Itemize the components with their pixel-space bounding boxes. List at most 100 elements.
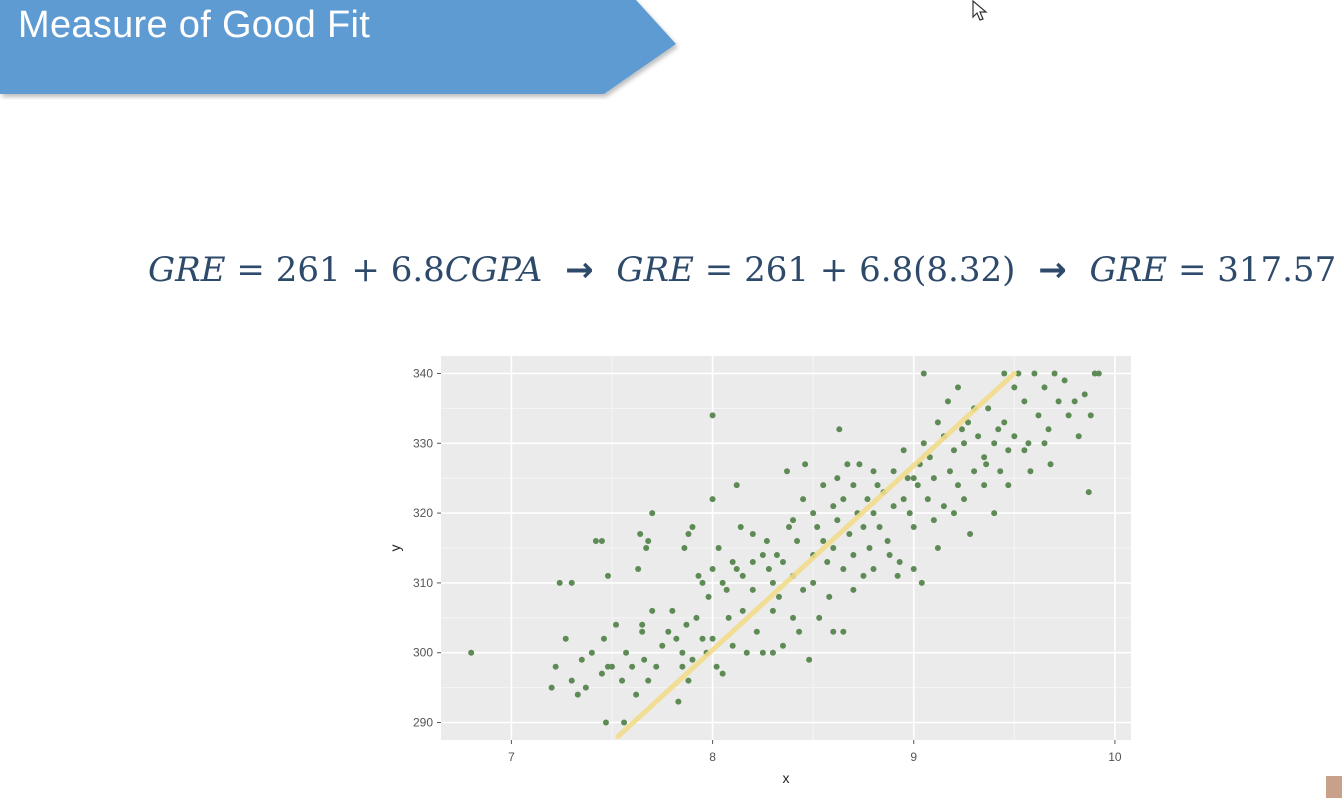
data-point	[643, 545, 650, 551]
data-point	[619, 677, 626, 684]
data-point	[802, 461, 809, 468]
data-point	[1021, 447, 1028, 454]
data-point	[679, 663, 686, 670]
data-point	[1055, 398, 1062, 405]
data-point	[814, 524, 821, 531]
data-point	[800, 496, 807, 503]
arrow-icon: →	[1038, 250, 1067, 290]
y-tick-label: 340	[413, 366, 433, 380]
data-point	[860, 572, 867, 579]
data-point	[824, 558, 831, 565]
data-point	[705, 593, 712, 600]
data-point	[779, 642, 786, 649]
data-point	[1051, 370, 1058, 377]
data-point	[930, 517, 937, 524]
data-point	[749, 531, 756, 538]
data-point	[810, 579, 817, 586]
data-point	[934, 545, 941, 551]
data-point	[864, 496, 871, 503]
data-point	[779, 558, 786, 565]
data-point	[733, 565, 740, 572]
data-point	[592, 538, 599, 545]
data-point	[961, 440, 968, 447]
data-point	[924, 496, 931, 503]
data-point	[844, 461, 851, 468]
data-point	[944, 398, 951, 405]
data-point	[468, 649, 475, 656]
data-point	[920, 370, 927, 377]
data-point	[971, 468, 978, 475]
data-point	[1041, 440, 1048, 447]
data-point	[588, 649, 595, 656]
data-point	[1081, 391, 1088, 398]
data-point	[910, 565, 917, 572]
data-point	[737, 524, 744, 531]
data-point	[870, 565, 877, 572]
data-point	[876, 524, 883, 531]
data-point	[886, 551, 893, 558]
data-point	[639, 628, 646, 635]
data-point	[574, 691, 581, 698]
data-point	[749, 558, 756, 565]
data-point	[548, 684, 555, 691]
data-point	[959, 426, 966, 433]
data-point	[900, 496, 907, 503]
data-point	[874, 482, 881, 489]
data-point	[826, 593, 833, 600]
equation-lhs-2: GRE	[616, 250, 694, 290]
data-point	[820, 538, 827, 545]
data-point	[1095, 370, 1102, 377]
data-point	[729, 642, 736, 649]
data-point	[790, 614, 797, 621]
data-point	[800, 586, 807, 593]
data-point	[1031, 370, 1038, 377]
equation-lhs-3: GRE	[1089, 250, 1168, 290]
data-point	[775, 593, 782, 600]
data-point	[850, 551, 857, 558]
data-point	[830, 628, 837, 635]
data-point	[991, 440, 998, 447]
data-point	[950, 447, 957, 454]
data-point	[715, 545, 722, 551]
data-point	[850, 586, 857, 593]
data-point	[836, 426, 843, 433]
title-banner: Measure of Good Fit	[0, 0, 680, 96]
data-point	[1075, 433, 1082, 440]
y-tick-label: 290	[413, 716, 433, 730]
data-point	[673, 635, 680, 642]
x-tick-label: 9	[910, 750, 917, 764]
data-point	[743, 649, 750, 656]
data-point	[753, 628, 760, 635]
data-point	[639, 621, 646, 628]
data-point	[784, 468, 791, 475]
y-tick-label: 320	[413, 506, 433, 520]
data-point	[860, 524, 867, 531]
data-point	[739, 572, 746, 579]
data-point	[699, 635, 706, 642]
data-point	[695, 572, 702, 579]
data-point	[981, 454, 988, 461]
data-point	[765, 565, 772, 572]
data-point	[769, 649, 776, 656]
data-point	[608, 663, 615, 670]
data-point	[693, 614, 700, 621]
data-point	[641, 656, 648, 663]
data-point	[739, 607, 746, 614]
data-point	[769, 579, 776, 586]
data-point	[965, 419, 972, 426]
data-point	[884, 538, 891, 545]
data-point	[556, 579, 563, 586]
data-point	[568, 579, 575, 586]
data-point	[850, 482, 857, 489]
data-point	[1061, 377, 1068, 384]
data-point	[1065, 412, 1072, 419]
data-point	[645, 538, 652, 545]
data-point	[763, 538, 770, 545]
data-point	[1015, 370, 1022, 377]
equation-rhs-3: = 317.57	[1177, 250, 1337, 290]
data-point	[890, 468, 897, 475]
data-point	[719, 670, 726, 677]
data-point	[806, 656, 813, 663]
equation-variable: CGPA	[444, 250, 543, 290]
slide-title: Measure of Good Fit	[18, 4, 371, 46]
